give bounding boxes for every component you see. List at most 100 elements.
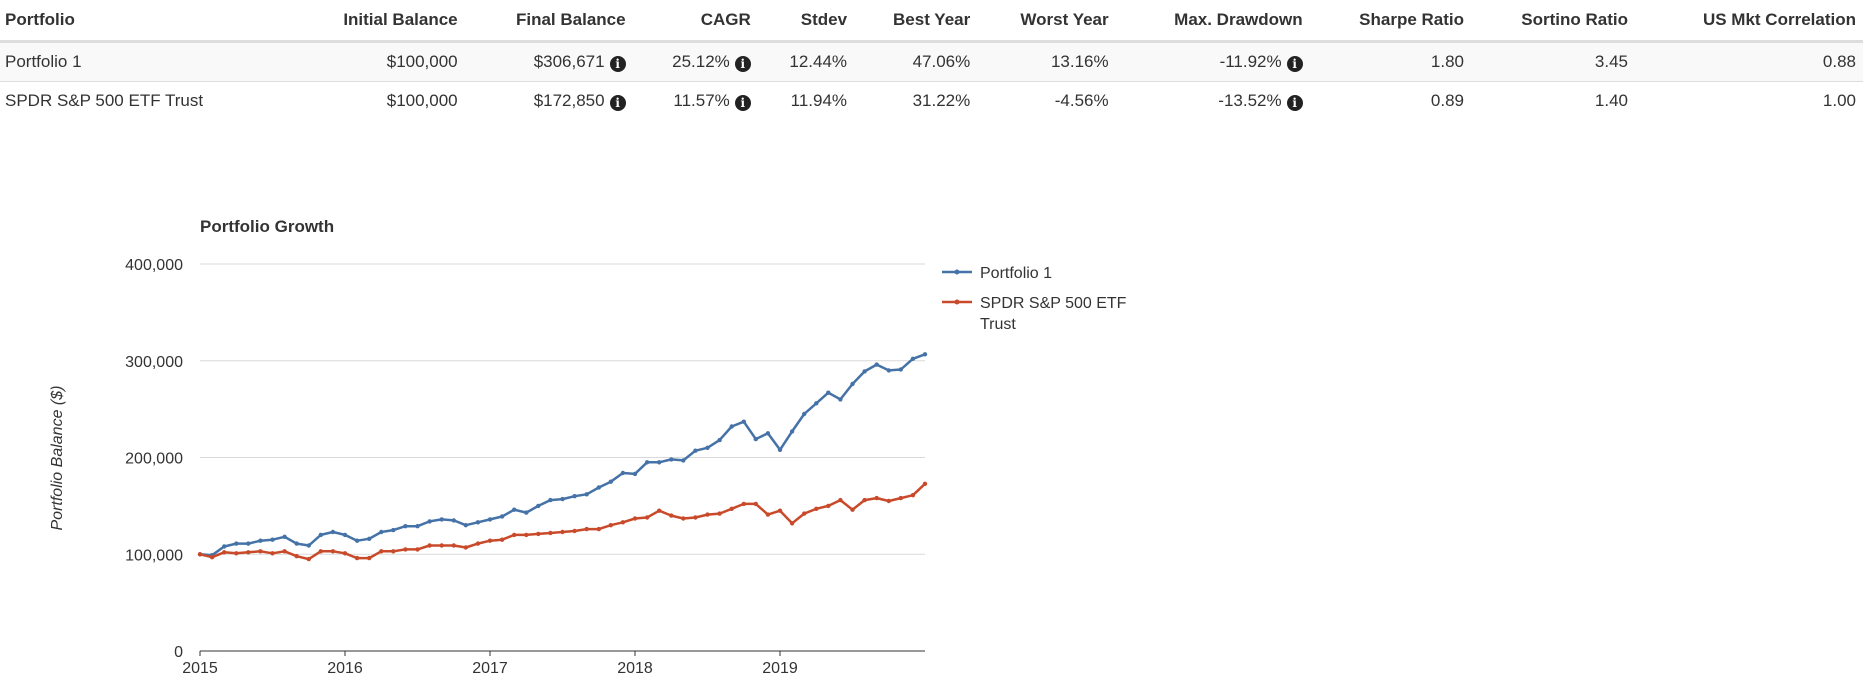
data-point[interactable] (306, 556, 311, 562)
data-point[interactable] (379, 529, 384, 535)
data-point[interactable] (693, 515, 698, 520)
data-point[interactable] (524, 510, 529, 515)
data-point[interactable] (705, 445, 710, 450)
legend[interactable]: Portfolio 1 SPDR S&P 500 ETF Trust (942, 265, 1127, 333)
data-point[interactable] (657, 460, 662, 465)
data-point[interactable] (234, 541, 239, 546)
data-point[interactable] (620, 520, 626, 525)
data-point[interactable] (246, 541, 251, 546)
data-point[interactable] (596, 526, 601, 532)
data-point[interactable] (234, 551, 239, 556)
data-point[interactable] (765, 512, 771, 517)
data-point[interactable] (922, 481, 928, 486)
data-point[interactable] (862, 369, 867, 374)
data-point[interactable] (874, 362, 879, 367)
data-point[interactable] (717, 511, 722, 516)
data-point[interactable] (367, 555, 372, 561)
data-point[interactable] (379, 549, 384, 554)
data-point[interactable] (403, 524, 408, 529)
data-point[interactable] (439, 543, 444, 548)
header-cagr[interactable]: CAGR (632, 0, 758, 43)
data-point[interactable] (354, 555, 360, 561)
data-point[interactable] (886, 368, 891, 373)
data-point[interactable] (222, 550, 227, 555)
data-point[interactable] (391, 527, 396, 533)
data-point[interactable] (826, 390, 831, 395)
data-point[interactable] (318, 549, 323, 554)
data-point[interactable] (596, 485, 601, 490)
data-point[interactable] (463, 523, 468, 528)
header-initial-balance[interactable]: Initial Balance (290, 0, 465, 43)
data-point[interactable] (681, 458, 686, 463)
data-point[interactable] (898, 495, 903, 501)
data-point[interactable] (282, 549, 287, 554)
data-point[interactable] (367, 536, 372, 541)
data-point[interactable] (741, 501, 746, 507)
data-point[interactable] (294, 541, 299, 546)
data-point[interactable] (282, 534, 287, 539)
data-point[interactable] (644, 460, 650, 465)
header-portfolio[interactable]: Portfolio (0, 0, 291, 43)
data-point[interactable] (789, 429, 795, 434)
info-circle-icon[interactable]: i (734, 95, 751, 111)
data-point[interactable] (886, 498, 891, 504)
data-point[interactable] (898, 367, 903, 372)
data-point[interactable] (753, 501, 758, 507)
data-point[interactable] (850, 381, 855, 387)
data-point[interactable] (270, 551, 275, 556)
data-point[interactable] (451, 543, 456, 548)
header-sharpe-ratio[interactable]: Sharpe Ratio (1309, 0, 1472, 43)
data-point[interactable] (608, 479, 613, 484)
data-point[interactable] (342, 532, 348, 538)
data-point[interactable] (620, 470, 626, 476)
data-point[interactable] (765, 431, 771, 436)
data-point[interactable] (342, 551, 348, 556)
data-point[interactable] (548, 530, 553, 536)
data-point[interactable] (753, 436, 758, 442)
data-point[interactable] (838, 497, 843, 503)
data-point[interactable] (669, 513, 674, 518)
data-point[interactable] (415, 524, 420, 529)
data-point[interactable] (632, 516, 638, 521)
data-point[interactable] (802, 411, 807, 417)
data-point[interactable] (717, 437, 722, 443)
data-point[interactable] (729, 424, 734, 429)
data-point[interactable] (910, 493, 916, 498)
data-point[interactable] (451, 518, 456, 523)
data-point[interactable] (222, 544, 227, 549)
data-point[interactable] (777, 447, 783, 452)
data-point[interactable] (487, 517, 493, 522)
data-point[interactable] (524, 532, 529, 538)
data-point[interactable] (246, 550, 251, 555)
data-point[interactable] (669, 457, 674, 462)
data-point[interactable] (439, 517, 444, 522)
data-point[interactable] (814, 506, 819, 511)
data-point[interactable] (874, 495, 879, 501)
data-point[interactable] (560, 496, 565, 502)
data-point[interactable] (850, 507, 855, 512)
data-point[interactable] (729, 506, 734, 511)
data-point[interactable] (258, 549, 263, 554)
data-point[interactable] (777, 508, 783, 513)
data-point[interactable] (475, 520, 481, 525)
data-point[interactable] (705, 512, 710, 517)
data-point[interactable] (197, 552, 203, 557)
data-point[interactable] (318, 532, 323, 538)
data-point[interactable] (910, 356, 916, 361)
data-point[interactable] (536, 531, 541, 537)
data-point[interactable] (330, 529, 336, 535)
data-point[interactable] (814, 401, 819, 406)
data-point[interactable] (560, 529, 565, 535)
info-circle-icon[interactable]: i (1286, 56, 1303, 72)
data-point[interactable] (741, 419, 746, 424)
data-point[interactable] (789, 521, 795, 526)
header-us-mkt-correlation[interactable]: US Mkt Correlation (1634, 0, 1863, 43)
data-point[interactable] (294, 554, 299, 559)
data-point[interactable] (427, 519, 432, 524)
data-point[interactable] (403, 547, 408, 552)
data-point[interactable] (415, 547, 420, 552)
data-point[interactable] (427, 543, 432, 548)
data-point[interactable] (354, 538, 360, 543)
data-point[interactable] (802, 511, 807, 516)
data-point[interactable] (475, 541, 481, 546)
